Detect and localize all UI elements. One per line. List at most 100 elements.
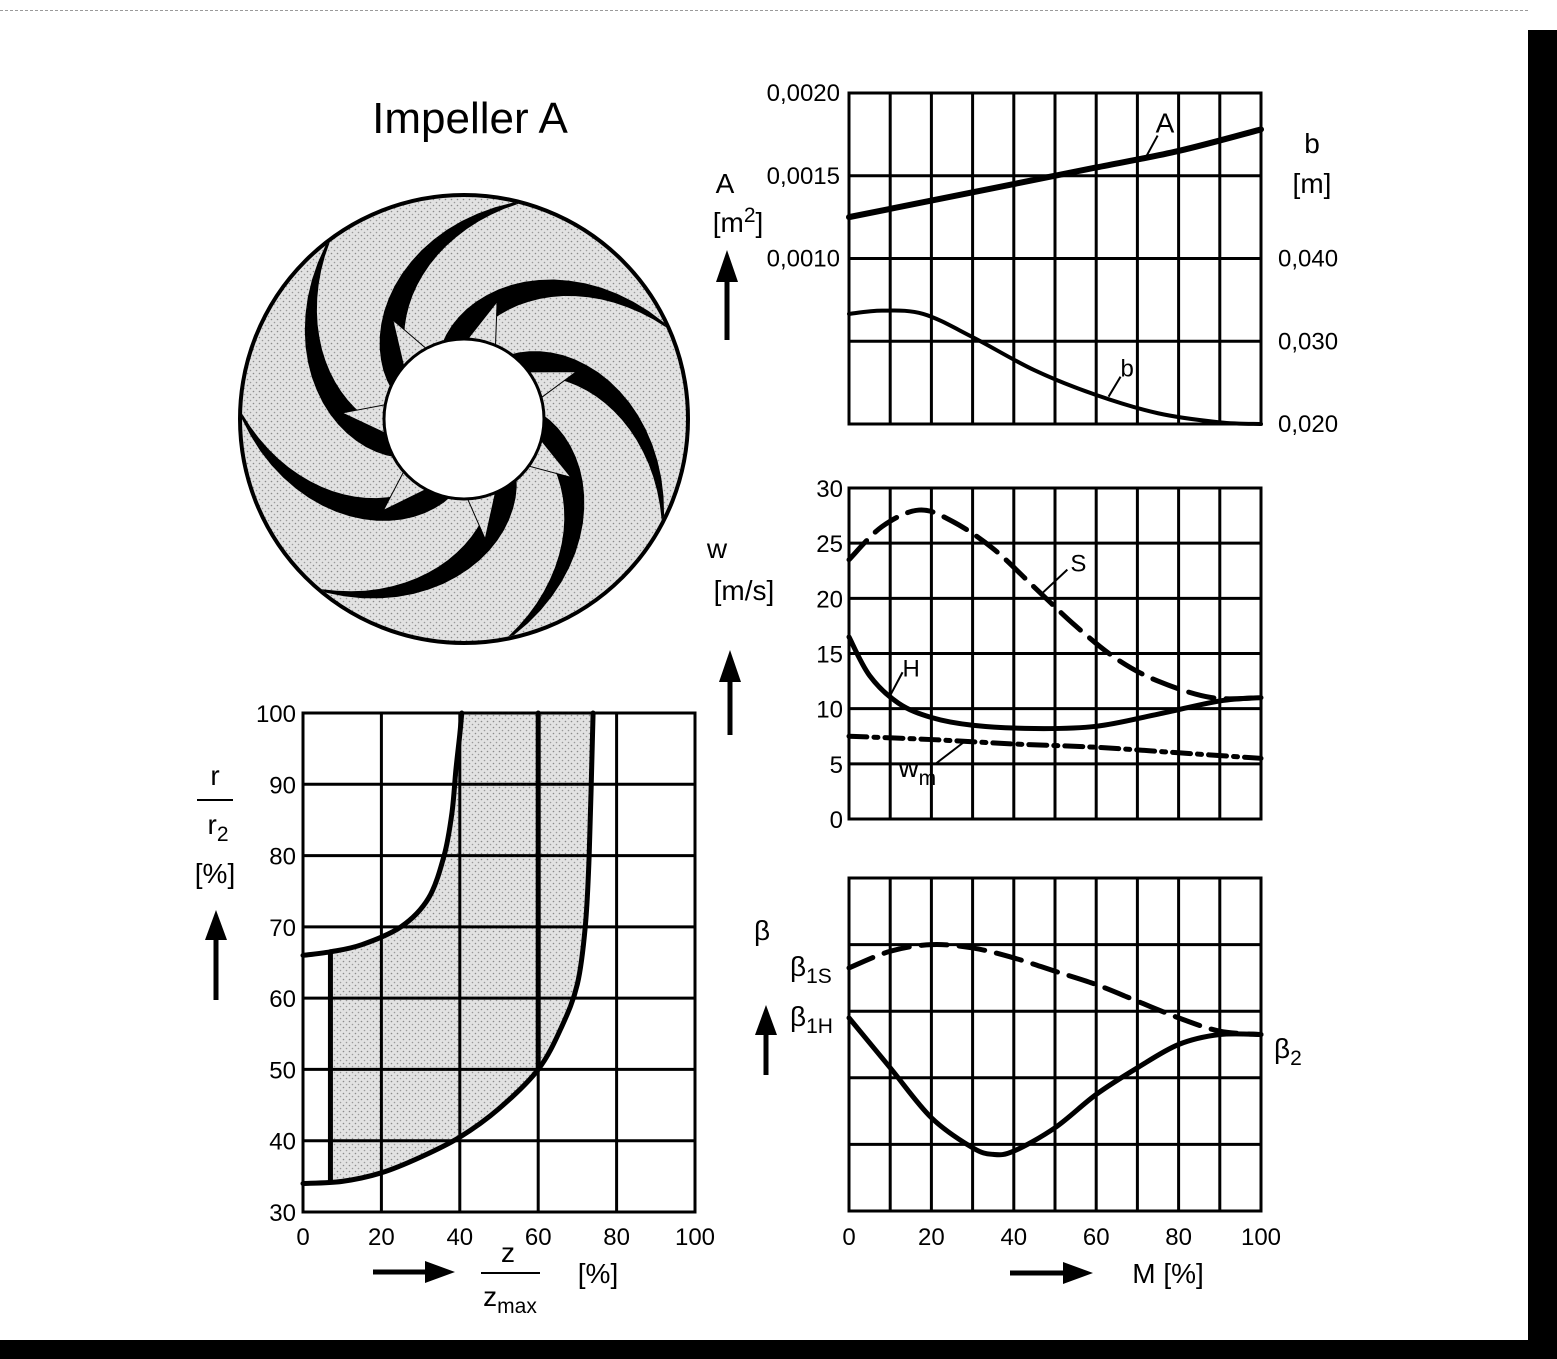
meridional-x-tick-label: 20 xyxy=(368,1224,395,1251)
blade-region-fill xyxy=(330,713,594,1182)
impeller-blade xyxy=(379,202,519,390)
series-β1S-line xyxy=(846,941,1264,1038)
velocity-y-unit: [m/s] xyxy=(714,575,775,606)
series-wm-leader xyxy=(934,740,965,765)
impeller-blade xyxy=(242,413,452,521)
series-S-label: S xyxy=(1070,551,1086,578)
series-A-label: A xyxy=(1156,108,1175,139)
velocity-y-tick-label: 10 xyxy=(816,697,843,724)
right-axis-unit: [m] xyxy=(1293,168,1332,199)
area-width-plot-frame xyxy=(847,91,1263,426)
angle-x-tick-label: 60 xyxy=(1083,1224,1110,1251)
velocity-y-tick-label: 20 xyxy=(816,586,843,613)
series-S-leader xyxy=(1041,568,1069,594)
velocity-chart: S Hwm 0 5 10 15 20 25 30 w [m/s] xyxy=(706,476,1264,834)
meridional-x-tick-label: 60 xyxy=(525,1224,552,1251)
meridional-x-label: z zmax [%] xyxy=(373,1237,618,1318)
meridional-x-tick-label: 80 xyxy=(603,1224,630,1251)
figure-title: Impeller A xyxy=(372,94,568,143)
series-b-leader xyxy=(1107,376,1122,398)
x-label-numerator: z xyxy=(501,1237,515,1268)
impeller-blade xyxy=(304,242,396,458)
angle-y-arrow-icon xyxy=(755,1005,777,1075)
meridional-y-tick-label: 30 xyxy=(269,1200,296,1227)
left-axis-tick-label: 0,0010 xyxy=(767,246,840,273)
meridional-x-tick-label: 40 xyxy=(446,1224,473,1251)
right-axis-tick-label: 0,040 xyxy=(1278,246,1338,273)
series-H-label: H xyxy=(903,655,920,682)
angle-grid xyxy=(849,878,1261,1211)
right-axis-tick-label: 0,020 xyxy=(1278,411,1338,438)
series-w-line xyxy=(846,733,1264,761)
right-axis-tick-label: 0,030 xyxy=(1278,328,1338,355)
velocity-y-tick-label: 25 xyxy=(816,531,843,558)
meridional-y-tick-label: 100 xyxy=(256,701,296,728)
series-b-label: b xyxy=(1121,356,1134,383)
left-axis-tick-label: 0,0020 xyxy=(767,80,840,107)
angle-y-label: β xyxy=(754,915,770,946)
impeller-blade xyxy=(321,476,517,599)
series-wm-label: wm xyxy=(897,752,936,790)
meridional-y-label: r r2 [%] xyxy=(195,760,235,1000)
y-axis-arrow-icon xyxy=(205,910,227,1000)
x-label-denominator: zmax xyxy=(483,1281,537,1318)
velocity-y-tick-label: 5 xyxy=(830,752,843,779)
meridional-plot-frame xyxy=(301,711,697,1214)
angle-x-arrow-icon xyxy=(1010,1262,1093,1284)
series-S-line xyxy=(846,507,1264,702)
y-label-numerator: r xyxy=(210,760,219,791)
series-A-line xyxy=(846,126,1264,221)
meridional-y-tick-label: 80 xyxy=(269,844,296,871)
velocity-y-tick-label: 30 xyxy=(816,476,843,503)
angle-x-tick-label: 0 xyxy=(842,1224,855,1251)
frame-right-border xyxy=(1528,30,1557,1359)
meridional-y-tick-label: 90 xyxy=(269,772,296,799)
left-axis-label: A xyxy=(716,168,735,199)
meridional-y-tick-label: 50 xyxy=(269,1057,296,1084)
meridional-y-tick-label: 60 xyxy=(269,986,296,1013)
frame-top-border xyxy=(0,10,1528,11)
right-axis-label: b xyxy=(1304,128,1320,159)
x-label-unit: [%] xyxy=(578,1258,618,1289)
angle-plot-frame xyxy=(847,876,1263,1213)
meridional-x-tick-label: 100 xyxy=(675,1224,715,1251)
meridional-grid xyxy=(303,713,695,1212)
angle-x-label: M [%] xyxy=(1132,1258,1204,1289)
angle-chart: β1S β1H 0 20 40 60 80 100 β M [%] β2 xyxy=(754,876,1302,1289)
series-β1H-label: β1H xyxy=(790,1001,833,1038)
angle-x-tick-label: 100 xyxy=(1241,1224,1281,1251)
area-width-grid xyxy=(849,93,1261,424)
series-H-line xyxy=(846,634,1264,732)
series-H-leader xyxy=(889,671,904,696)
velocity-y-arrow-icon xyxy=(719,650,741,735)
velocity-y-label: w xyxy=(706,533,728,564)
meridional-outer-curve xyxy=(300,710,596,1186)
x-axis-arrow-icon xyxy=(373,1261,455,1283)
series-β1H-line xyxy=(846,1015,1264,1158)
angle-x-tick-label: 40 xyxy=(1000,1224,1027,1251)
series-β1S-label: β1S xyxy=(790,951,832,988)
meridional-inner-curve xyxy=(300,710,465,958)
angle-x-tick-label: 80 xyxy=(1165,1224,1192,1251)
series-b-line xyxy=(847,308,1263,426)
left-axis-unit: [m2] xyxy=(713,204,764,238)
y-label-denominator: r2 xyxy=(207,809,228,846)
left-axis-tick-label: 0,0015 xyxy=(767,163,840,190)
impeller-drawing xyxy=(238,193,690,645)
velocity-y-tick-label: 15 xyxy=(816,642,843,669)
left-axis-arrow-icon xyxy=(716,250,738,340)
angle-x-tick-label: 20 xyxy=(918,1224,945,1251)
impeller-blade xyxy=(441,279,667,345)
series-A-leader xyxy=(1144,135,1159,159)
y-label-unit: [%] xyxy=(195,858,235,889)
frame-bottom-border xyxy=(0,1340,1557,1359)
meridional-y-tick-label: 40 xyxy=(269,1129,296,1156)
meridional-y-tick-label: 70 xyxy=(269,915,296,942)
velocity-y-tick-label: 0 xyxy=(830,807,843,834)
meridional-x-tick-label: 0 xyxy=(296,1224,309,1251)
velocity-plot-frame xyxy=(847,486,1263,821)
beta-2-label: β2 xyxy=(1274,1033,1302,1070)
